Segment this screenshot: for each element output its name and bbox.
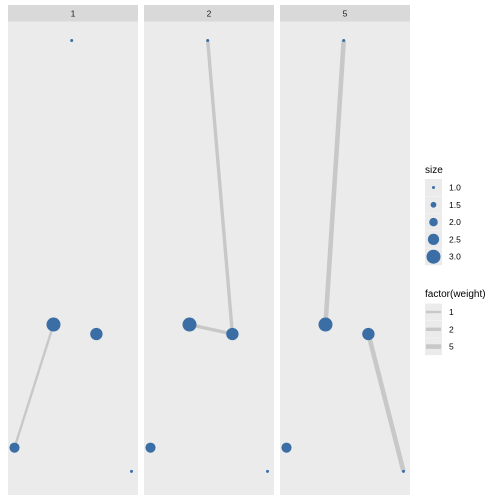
node-point-a — [342, 38, 346, 42]
facet-panels: 1 2 5 — [8, 5, 410, 495]
node-point-b — [182, 317, 197, 332]
edge-b-c — [189, 322, 233, 336]
size-legend-title: size — [425, 165, 443, 176]
node-point-e — [266, 469, 269, 473]
size-legend-label: 2.5 — [449, 234, 461, 244]
node-point-c — [90, 327, 103, 341]
node-point-d — [281, 442, 292, 453]
facet-panel-1: 1 — [8, 5, 138, 495]
panel-background — [8, 21, 138, 495]
size-legend-key — [426, 249, 441, 264]
panel-background — [144, 21, 274, 495]
size-legend-label: 2.0 — [449, 217, 461, 227]
edge-b-d — [13, 324, 55, 449]
facet-panel-2: 2 — [144, 5, 274, 495]
node-point-c — [226, 327, 239, 341]
weight-legend-label: 2 — [449, 324, 454, 334]
size-legend-label: 1.5 — [449, 200, 461, 210]
facet-strip — [144, 5, 274, 22]
node-point-e — [130, 469, 133, 473]
facet-strip-label: 5 — [343, 8, 348, 18]
size-legend: size 1.0 1.5 2.0 2.5 3.0 — [425, 165, 461, 266]
size-legend-key — [432, 186, 435, 189]
weight-legend-label: 5 — [449, 342, 454, 352]
node-point-e — [402, 469, 405, 473]
weight-legend-label: 1 — [449, 307, 454, 317]
size-legend-key — [427, 233, 440, 246]
node-point-b — [318, 317, 333, 332]
node-point-b — [46, 317, 61, 332]
size-legend-label: 1.0 — [449, 183, 461, 193]
weight-legend-title: factor(weight) — [425, 289, 486, 300]
node-point-d — [9, 442, 20, 453]
legend: size 1.0 1.5 2.0 2.5 3.0 factor(weight) 1 2 5 — [425, 165, 486, 356]
node-point-d — [145, 442, 156, 453]
facet-panel-5: 5 — [280, 5, 410, 495]
edge-c-e — [366, 333, 406, 472]
facet-strip-label: 2 — [207, 8, 212, 18]
facet-strip — [8, 5, 138, 22]
edge-a-b — [323, 40, 346, 325]
node-point-c — [362, 327, 375, 341]
size-legend-label: 3.0 — [449, 252, 461, 262]
facet-strip — [280, 5, 410, 22]
node-point-a — [70, 38, 74, 42]
node-point-a — [206, 38, 210, 42]
edge-a-c — [206, 40, 235, 335]
size-legend-key — [429, 217, 438, 227]
weight-legend: factor(weight) 1 2 5 — [425, 289, 486, 356]
facet-strip-label: 1 — [71, 8, 76, 18]
size-legend-key — [430, 201, 437, 208]
